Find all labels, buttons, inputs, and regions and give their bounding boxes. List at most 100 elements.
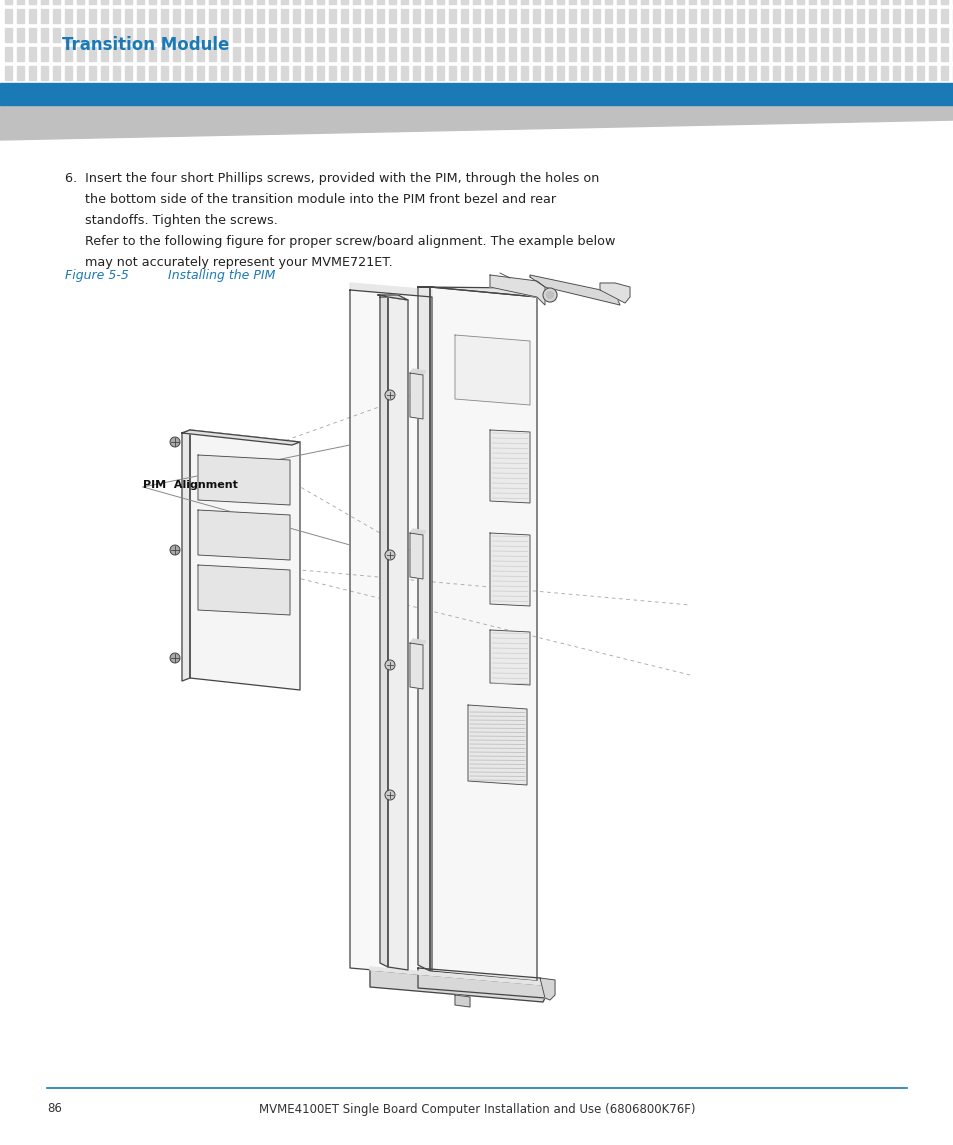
Bar bbox=[664, 47, 671, 61]
Circle shape bbox=[385, 660, 395, 670]
Bar bbox=[305, 0, 312, 3]
Bar bbox=[376, 47, 384, 61]
Bar bbox=[53, 27, 60, 42]
Bar bbox=[940, 27, 947, 42]
Polygon shape bbox=[455, 335, 530, 405]
Bar bbox=[77, 27, 84, 42]
Bar bbox=[89, 66, 96, 80]
Bar bbox=[640, 27, 647, 42]
Bar bbox=[449, 66, 456, 80]
Bar bbox=[17, 9, 24, 23]
Polygon shape bbox=[198, 510, 290, 560]
Bar bbox=[17, 66, 24, 80]
Bar bbox=[617, 9, 623, 23]
Bar bbox=[544, 27, 552, 42]
Bar bbox=[125, 66, 132, 80]
Bar bbox=[700, 47, 707, 61]
Bar bbox=[305, 9, 312, 23]
Bar bbox=[172, 9, 180, 23]
Bar bbox=[196, 0, 204, 3]
Bar bbox=[209, 9, 215, 23]
Bar bbox=[185, 0, 192, 3]
Bar bbox=[677, 27, 683, 42]
Bar bbox=[293, 9, 299, 23]
Polygon shape bbox=[379, 297, 388, 968]
Bar bbox=[65, 0, 71, 3]
Bar bbox=[340, 47, 348, 61]
Bar bbox=[821, 9, 827, 23]
Bar bbox=[161, 0, 168, 3]
Bar bbox=[509, 27, 516, 42]
Bar bbox=[617, 0, 623, 3]
Bar bbox=[5, 66, 12, 80]
Bar bbox=[376, 9, 384, 23]
Polygon shape bbox=[410, 639, 426, 645]
Bar bbox=[533, 0, 539, 3]
Bar bbox=[832, 0, 840, 3]
Bar bbox=[281, 27, 288, 42]
Polygon shape bbox=[417, 287, 430, 971]
Bar bbox=[436, 0, 443, 3]
Bar bbox=[77, 66, 84, 80]
Ellipse shape bbox=[542, 289, 557, 302]
Bar bbox=[329, 47, 335, 61]
Circle shape bbox=[170, 437, 180, 447]
Polygon shape bbox=[350, 290, 432, 976]
Circle shape bbox=[170, 545, 180, 555]
Bar bbox=[233, 0, 240, 3]
Bar bbox=[928, 66, 935, 80]
Bar bbox=[460, 27, 468, 42]
Bar bbox=[269, 66, 275, 80]
Bar bbox=[305, 27, 312, 42]
Bar bbox=[65, 47, 71, 61]
Bar bbox=[316, 9, 324, 23]
Bar bbox=[737, 9, 743, 23]
Bar bbox=[125, 47, 132, 61]
Bar bbox=[149, 9, 156, 23]
Polygon shape bbox=[0, 105, 953, 140]
Bar bbox=[449, 47, 456, 61]
Bar bbox=[664, 27, 671, 42]
Bar bbox=[233, 27, 240, 42]
Bar bbox=[436, 66, 443, 80]
Polygon shape bbox=[350, 283, 432, 297]
Bar bbox=[497, 27, 503, 42]
Bar bbox=[557, 47, 563, 61]
Bar bbox=[5, 0, 12, 3]
Bar bbox=[161, 47, 168, 61]
Bar bbox=[892, 27, 899, 42]
Bar bbox=[677, 66, 683, 80]
Bar bbox=[557, 27, 563, 42]
Bar bbox=[737, 47, 743, 61]
Bar bbox=[892, 66, 899, 80]
Bar bbox=[712, 47, 720, 61]
Bar bbox=[112, 0, 120, 3]
Bar bbox=[772, 0, 780, 3]
Bar bbox=[832, 9, 840, 23]
Polygon shape bbox=[410, 373, 422, 419]
Bar bbox=[868, 9, 875, 23]
Bar bbox=[400, 66, 408, 80]
Text: Transition Module: Transition Module bbox=[62, 35, 229, 54]
Bar bbox=[892, 0, 899, 3]
Bar bbox=[940, 9, 947, 23]
Bar bbox=[329, 66, 335, 80]
Bar bbox=[245, 0, 252, 3]
Bar bbox=[568, 66, 576, 80]
Bar bbox=[497, 9, 503, 23]
Bar bbox=[221, 0, 228, 3]
Bar bbox=[688, 47, 696, 61]
Bar bbox=[293, 47, 299, 61]
Bar bbox=[904, 66, 911, 80]
Bar bbox=[844, 66, 851, 80]
Bar bbox=[101, 66, 108, 80]
Bar bbox=[376, 0, 384, 3]
Bar bbox=[533, 47, 539, 61]
Bar bbox=[652, 47, 659, 61]
Bar bbox=[137, 66, 144, 80]
Bar bbox=[365, 27, 372, 42]
Bar bbox=[353, 47, 359, 61]
Bar bbox=[281, 66, 288, 80]
Bar bbox=[329, 0, 335, 3]
Polygon shape bbox=[430, 287, 537, 981]
